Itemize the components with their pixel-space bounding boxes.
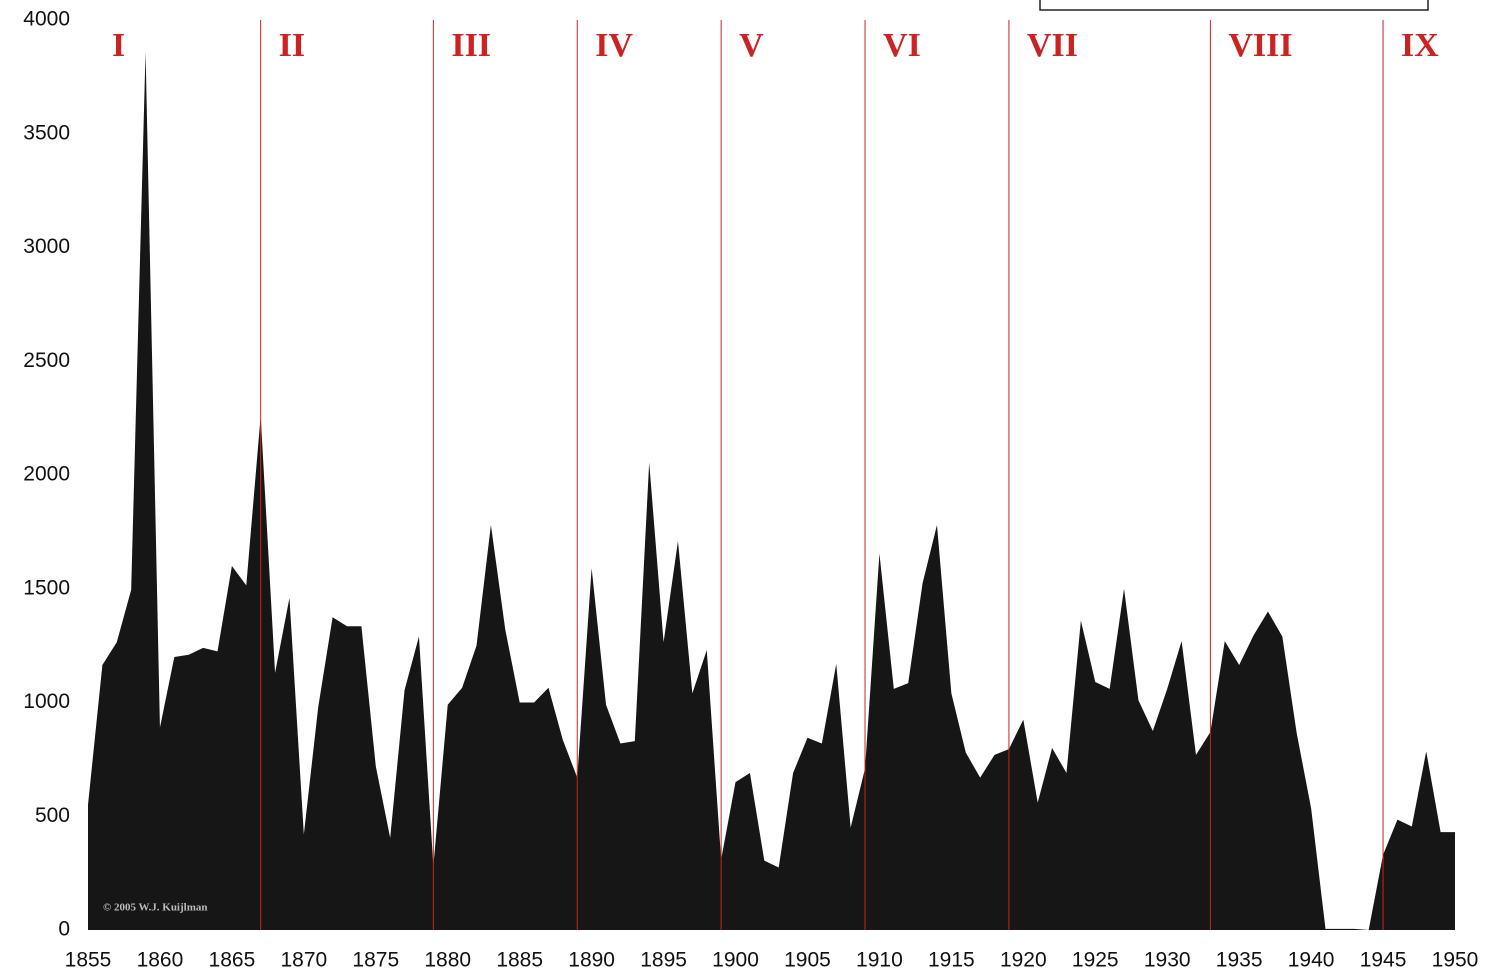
x-tick-label: 1915 xyxy=(928,949,975,972)
x-tick-label: 1910 xyxy=(856,949,903,972)
period-label: VII xyxy=(1027,27,1078,64)
period-label: I xyxy=(112,27,125,64)
x-tick-label: 1865 xyxy=(209,949,256,972)
x-tick-label: 1905 xyxy=(784,949,831,972)
period-label: II xyxy=(279,27,305,64)
period-label: III xyxy=(451,27,491,64)
y-tick-label: 3500 xyxy=(23,121,70,144)
y-tick-label: 2000 xyxy=(23,463,70,486)
x-tick-label: 1945 xyxy=(1360,949,1407,972)
y-tick-label: 3000 xyxy=(23,235,70,258)
area xyxy=(88,51,1455,931)
legend-box xyxy=(1039,0,1429,11)
period-label: VI xyxy=(883,27,921,64)
x-tick-label: 1895 xyxy=(640,949,687,972)
period-label: IV xyxy=(595,27,633,64)
period-label: VIII xyxy=(1228,27,1292,64)
x-tick-label: 1860 xyxy=(137,949,184,972)
x-tick-label: 1885 xyxy=(496,949,543,972)
copyright: © 2005 W.J. Kuijlman xyxy=(103,902,208,914)
x-tick-label: 1935 xyxy=(1216,949,1263,972)
x-tick-label: 1875 xyxy=(352,949,399,972)
x-tick-label: 1925 xyxy=(1072,949,1119,972)
y-tick-label: 1500 xyxy=(23,576,70,599)
y-tick-label: 0 xyxy=(58,918,70,941)
y-tick-label: 2500 xyxy=(23,349,70,372)
period-label: IX xyxy=(1401,27,1439,64)
y-tick-label: 1000 xyxy=(23,690,70,713)
x-tick-label: 1880 xyxy=(424,949,471,972)
x-tick-label: 1855 xyxy=(65,949,112,972)
y-tick-label: 500 xyxy=(35,804,70,827)
x-tick-label: 1870 xyxy=(280,949,327,972)
x-tick-label: 1950 xyxy=(1432,949,1479,972)
x-tick-label: 1920 xyxy=(1000,949,1047,972)
x-tick-label: 1940 xyxy=(1288,949,1335,972)
x-tick-label: 1930 xyxy=(1144,949,1191,972)
x-tick-label: 1890 xyxy=(568,949,615,972)
period-label: V xyxy=(739,27,764,64)
y-tick-label: 4000 xyxy=(23,8,70,31)
x-tick-label: 1900 xyxy=(712,949,759,972)
